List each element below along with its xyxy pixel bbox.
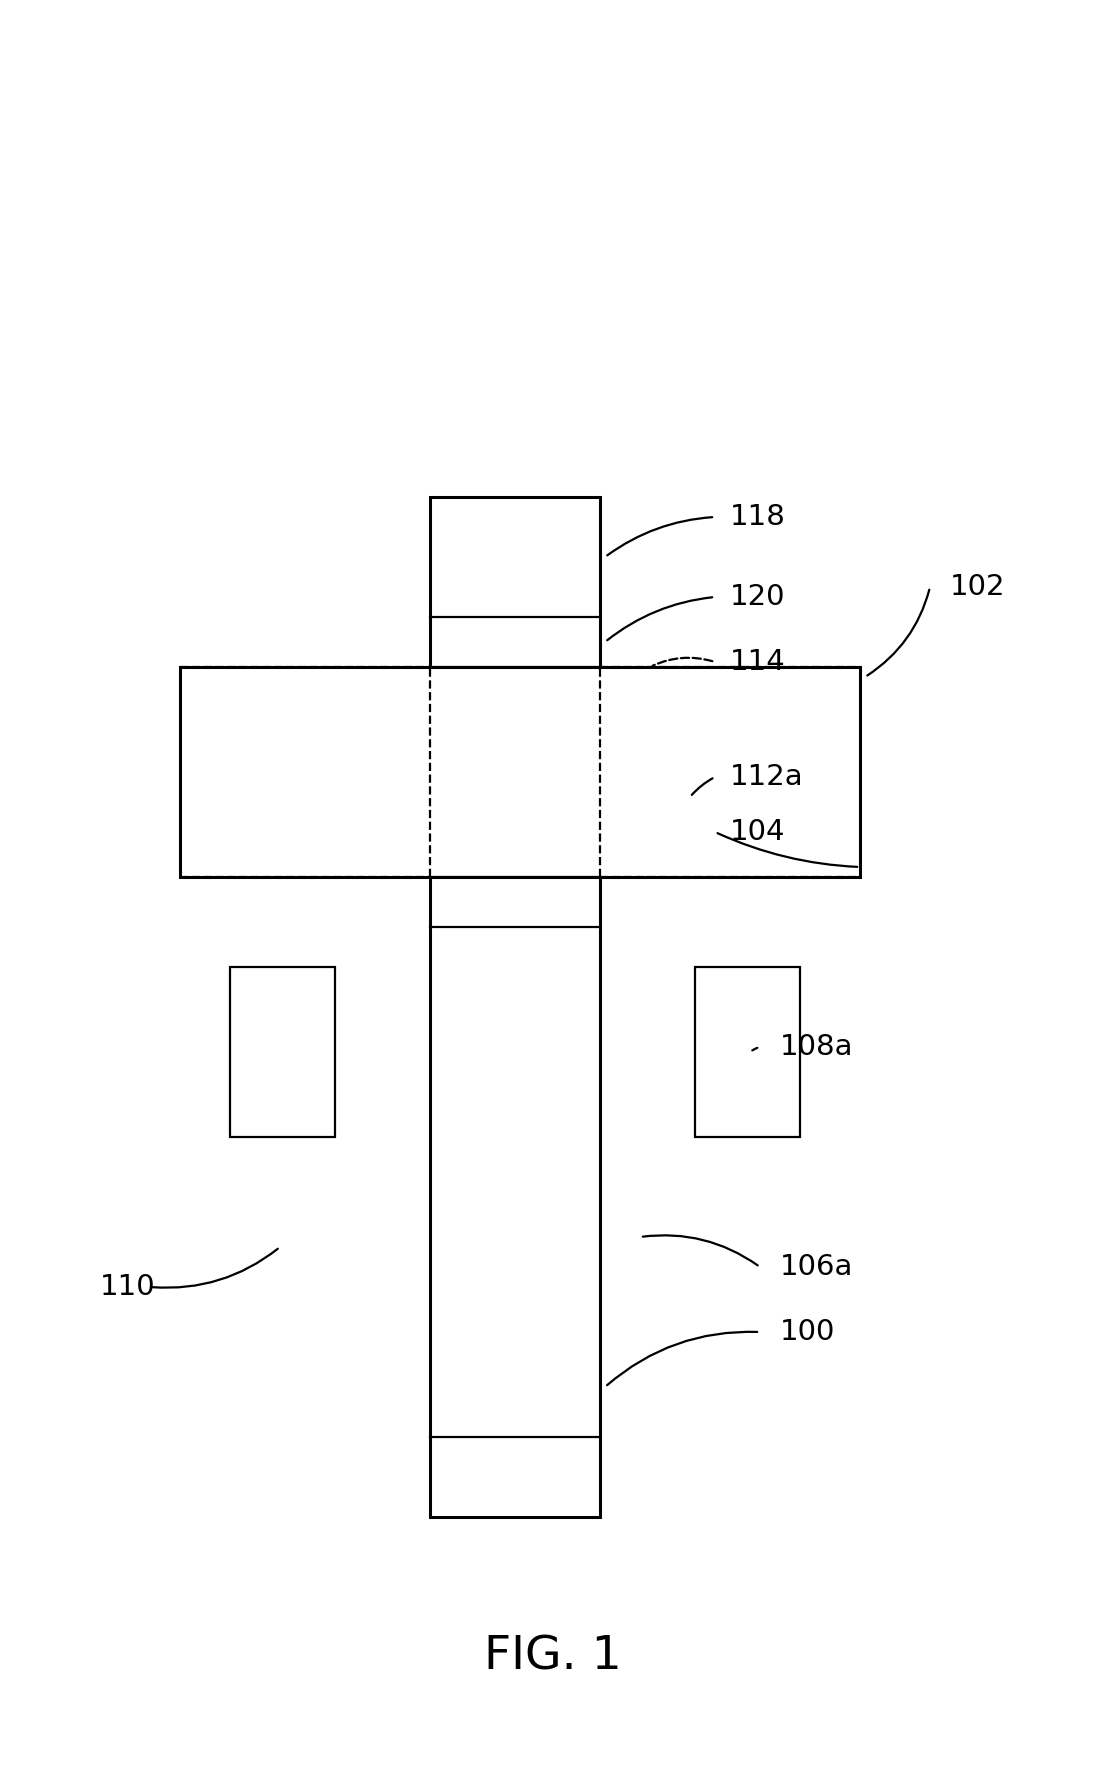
Bar [180,666,860,876]
Bar [695,967,800,1136]
Bar [230,967,335,1136]
Text: 104: 104 [730,818,785,846]
Text: 110: 110 [100,1272,156,1301]
Text: 118: 118 [730,504,786,532]
Text: FIG. 1: FIG. 1 [484,1634,622,1679]
Text: 108a: 108a [780,1034,854,1060]
Text: 112a: 112a [730,763,804,792]
Bar [430,497,599,1518]
Text: 106a: 106a [780,1253,854,1281]
Text: 100: 100 [780,1318,835,1346]
Text: 120: 120 [730,583,785,611]
Text: 114: 114 [730,648,785,677]
Text: 102: 102 [950,573,1005,601]
